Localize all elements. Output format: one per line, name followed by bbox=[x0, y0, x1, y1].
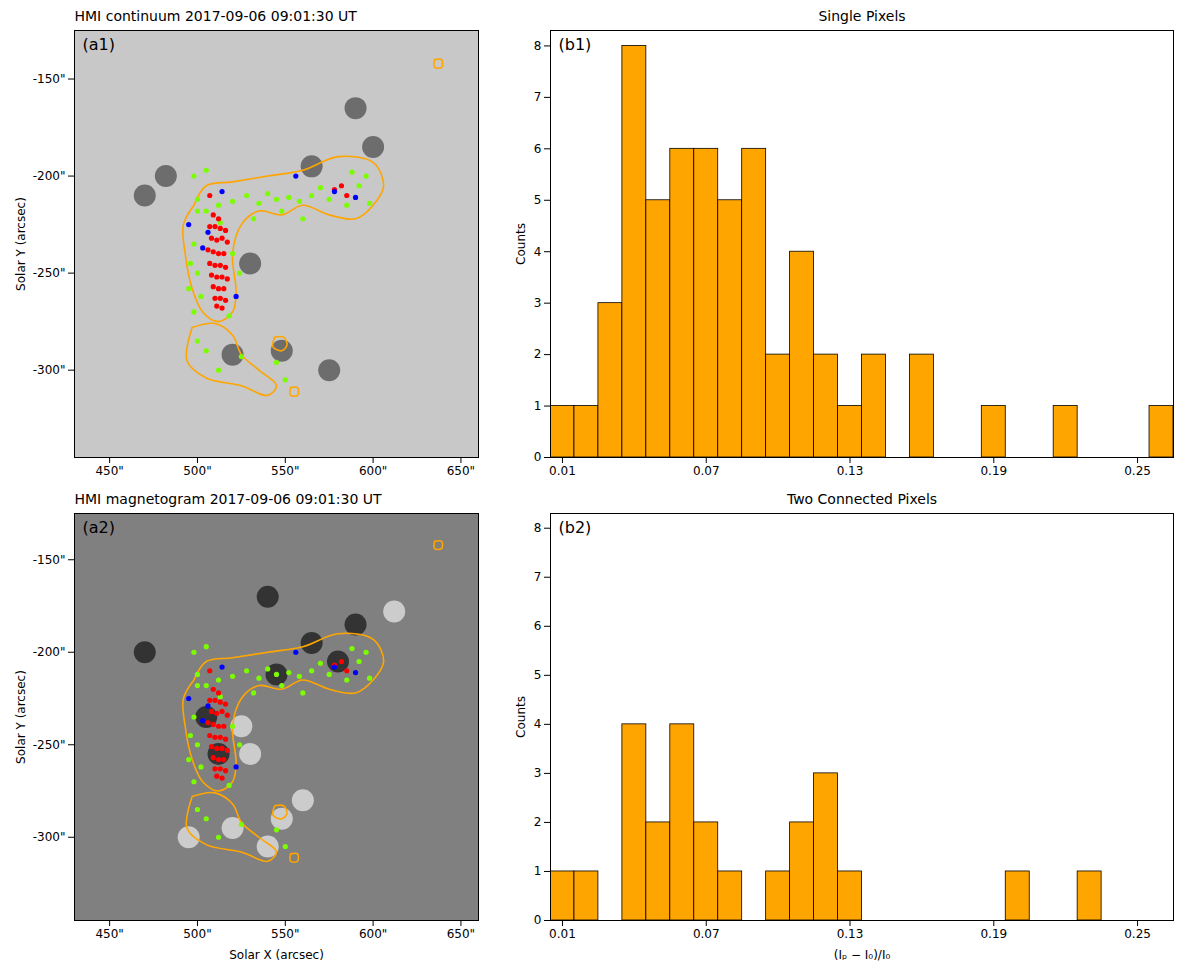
svg-text:-250": -250" bbox=[33, 266, 66, 280]
svg-text:6: 6 bbox=[534, 619, 542, 633]
svg-text:6: 6 bbox=[534, 142, 542, 156]
svg-text:4: 4 bbox=[534, 245, 542, 259]
svg-text:650": 650" bbox=[447, 464, 475, 478]
svg-text:3: 3 bbox=[534, 296, 542, 310]
svg-text:-150": -150" bbox=[33, 553, 66, 567]
svg-text:0.07: 0.07 bbox=[693, 927, 720, 941]
svg-text:2: 2 bbox=[534, 815, 542, 829]
svg-text:-200": -200" bbox=[33, 169, 66, 183]
svg-text:(Iₚ − I₀)/I₀: (Iₚ − I₀)/I₀ bbox=[834, 948, 891, 962]
svg-text:4: 4 bbox=[534, 717, 542, 731]
svg-text:0.07: 0.07 bbox=[693, 464, 720, 478]
svg-text:-250": -250" bbox=[33, 738, 66, 752]
svg-text:Counts: Counts bbox=[514, 696, 528, 738]
svg-text:8: 8 bbox=[534, 39, 542, 53]
svg-text:1: 1 bbox=[534, 399, 542, 413]
svg-text:HMI continuum 2017-09-06 09:01: HMI continuum 2017-09-06 09:01:30 UT bbox=[75, 8, 358, 24]
svg-text:0.01: 0.01 bbox=[549, 927, 576, 941]
svg-text:500": 500" bbox=[183, 927, 211, 941]
svg-text:Counts: Counts bbox=[514, 223, 528, 265]
svg-text:550": 550" bbox=[271, 927, 299, 941]
svg-text:0: 0 bbox=[534, 913, 542, 927]
svg-text:0: 0 bbox=[534, 450, 542, 464]
svg-text:8: 8 bbox=[534, 521, 542, 535]
svg-text:3: 3 bbox=[534, 766, 542, 780]
svg-text:450": 450" bbox=[95, 927, 123, 941]
svg-text:-300": -300" bbox=[33, 830, 66, 844]
svg-text:0.25: 0.25 bbox=[1124, 464, 1151, 478]
svg-text:0.13: 0.13 bbox=[837, 927, 864, 941]
svg-text:Single Pixels: Single Pixels bbox=[818, 8, 905, 24]
svg-text:0.19: 0.19 bbox=[980, 927, 1007, 941]
svg-text:(a1): (a1) bbox=[83, 35, 115, 54]
svg-text:Solar Y (arcsec): Solar Y (arcsec) bbox=[14, 197, 28, 291]
svg-text:500": 500" bbox=[183, 464, 211, 478]
svg-text:2: 2 bbox=[534, 347, 542, 361]
svg-text:0.13: 0.13 bbox=[837, 464, 864, 478]
svg-text:650": 650" bbox=[447, 927, 475, 941]
svg-text:-200": -200" bbox=[33, 645, 66, 659]
svg-text:0.01: 0.01 bbox=[549, 464, 576, 478]
svg-text:Two Connected Pixels: Two Connected Pixels bbox=[786, 491, 937, 507]
svg-text:HMI magnetogram 2017-09-06 09:: HMI magnetogram 2017-09-06 09:01:30 UT bbox=[75, 491, 383, 507]
svg-text:(a2): (a2) bbox=[83, 518, 115, 537]
svg-text:600": 600" bbox=[359, 464, 387, 478]
svg-text:-150": -150" bbox=[33, 72, 66, 86]
svg-text:0.19: 0.19 bbox=[980, 464, 1007, 478]
svg-text:5: 5 bbox=[534, 193, 542, 207]
svg-text:450": 450" bbox=[95, 464, 123, 478]
svg-text:5: 5 bbox=[534, 668, 542, 682]
svg-text:7: 7 bbox=[534, 570, 542, 584]
svg-text:-300": -300" bbox=[33, 363, 66, 377]
svg-text:Solar X (arcsec): Solar X (arcsec) bbox=[229, 948, 324, 962]
svg-text:0.25: 0.25 bbox=[1124, 927, 1151, 941]
svg-text:7: 7 bbox=[534, 90, 542, 104]
svg-text:(b2): (b2) bbox=[559, 518, 592, 537]
svg-text:550": 550" bbox=[271, 464, 299, 478]
svg-text:Solar Y (arcsec): Solar Y (arcsec) bbox=[14, 670, 28, 764]
svg-text:1: 1 bbox=[534, 864, 542, 878]
svg-text:600": 600" bbox=[359, 927, 387, 941]
svg-text:(b1): (b1) bbox=[559, 35, 592, 54]
